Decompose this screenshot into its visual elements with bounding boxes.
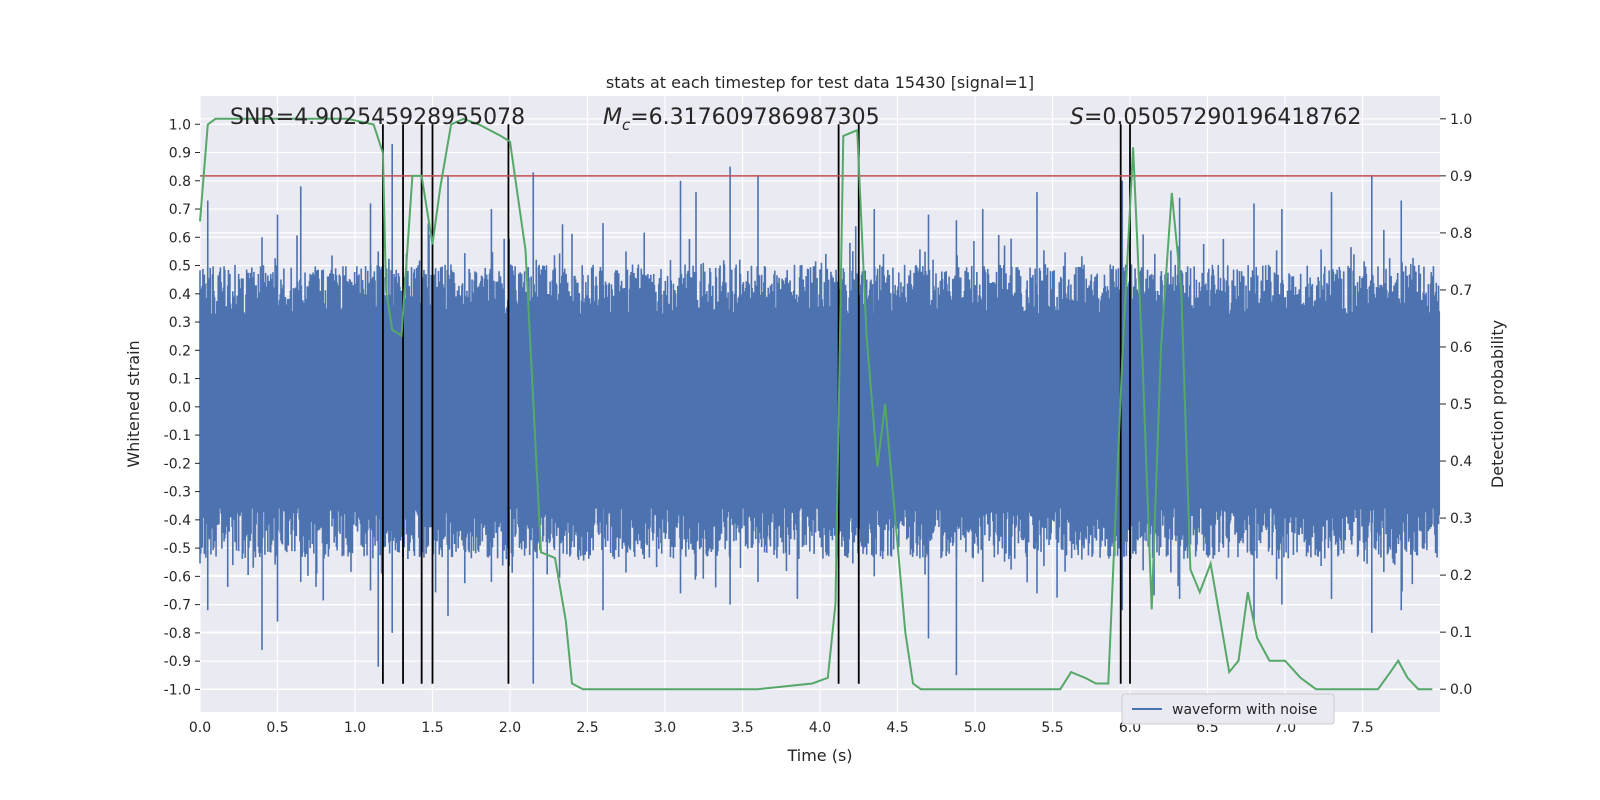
mc-value: =6.317609786987305 [630, 105, 879, 130]
y-right-tick-label: 0.2 [1450, 568, 1472, 584]
y-tick-label: -0.3 [164, 485, 191, 501]
waveform-core [200, 313, 1440, 509]
y-tick-label: -0.1 [164, 428, 191, 444]
y-tick-label: 0.6 [169, 230, 191, 246]
legend: waveform with noise [1121, 693, 1335, 725]
x-tick-label: 4.5 [886, 720, 908, 736]
mc-subscript: c [622, 116, 631, 134]
event-lines [381, 124, 1131, 684]
x-tick-label: 3.5 [731, 720, 753, 736]
y-right-tick-label: 0.7 [1450, 283, 1472, 299]
y-tick-label: 0.1 [169, 372, 191, 388]
y-right-tick-label: 0.0 [1450, 682, 1472, 698]
x-tick-label: 5.5 [1041, 720, 1063, 736]
legend-box [1121, 693, 1335, 725]
y-tick-label: -0.4 [164, 513, 191, 529]
s-annotation: S=0.05057290196418762 [1070, 105, 1361, 130]
mc-annotation: Mc=6.317609786987305 [603, 105, 880, 134]
waveform-series [199, 144, 1441, 684]
y-tick-label: 0.0 [169, 400, 191, 416]
legend-label: waveform with noise [1172, 702, 1317, 718]
chart-title: stats at each timestep for test data 154… [606, 73, 1034, 92]
y-tick-label: 0.7 [169, 202, 191, 218]
y-right-tick-labels: 1.0 0.9 0.8 0.7 0.6 0.5 0.4 0.3 0.2 0.1 0.0 [1440, 112, 1472, 698]
y-tick-label: -0.8 [164, 626, 191, 642]
y-axis-label: Whitened strain [124, 340, 143, 467]
snr-annotation: SNR=4.902545928955078 [230, 105, 525, 130]
s-value: =0.05057290196418762 [1084, 105, 1361, 130]
y-tick-label: -1.0 [164, 682, 191, 698]
y-right-axis-label: Detection probability [1488, 320, 1507, 488]
y-tick-label: 0.5 [169, 259, 191, 275]
x-tick-label: 0.0 [189, 720, 211, 736]
x-tick-label: 7.5 [1351, 720, 1373, 736]
y-right-tick-label: 0.4 [1450, 454, 1472, 470]
y-tick-label: 1.0 [169, 117, 191, 133]
x-tick-label: 1.5 [421, 720, 443, 736]
y-tick-label: 0.3 [169, 315, 191, 331]
y-tick-label: 0.8 [169, 174, 191, 190]
probability-series-line [199, 117, 1433, 691]
y-tick-label: 0.4 [169, 287, 191, 303]
x-tick-label: 1.0 [344, 720, 366, 736]
x-tick-label: 0.5 [266, 720, 288, 736]
y-tick-labels: 1.0 0.9 0.8 0.7 0.6 0.5 0.4 0.3 0.2 0.1 0.0 -0.1 -0.… [164, 117, 200, 698]
x-tick-label: 2.5 [576, 720, 598, 736]
y-right-tick-label: 1.0 [1450, 112, 1472, 128]
x-tick-label: 2.0 [499, 720, 521, 736]
y-tick-label: -0.7 [164, 598, 191, 614]
y-right-tick-label: 0.3 [1450, 511, 1472, 527]
y-tick-label: -0.5 [164, 541, 191, 557]
y-right-tick-label: 0.9 [1450, 169, 1472, 185]
x-tick-label: 4.0 [809, 720, 831, 736]
x-axis-label: Time (s) [786, 746, 852, 765]
y-right-tick-label: 0.1 [1450, 625, 1472, 641]
s-symbol: S [1070, 105, 1084, 130]
x-tick-labels: 0.0 0.5 1.0 1.5 2.0 2.5 3.0 3.5 4.0 4.5 5.0 5.5 6.0 6… [189, 720, 1374, 736]
y-tick-label: -0.2 [164, 456, 191, 472]
y-tick-label: -0.6 [164, 569, 191, 585]
x-tick-label: 3.0 [654, 720, 676, 736]
y-tick-label: 0.9 [169, 146, 191, 162]
mc-symbol: M [603, 105, 622, 130]
x-tick-label: 5.0 [964, 720, 986, 736]
y-right-tick-label: 0.8 [1450, 226, 1472, 242]
y-right-tick-label: 0.5 [1450, 397, 1472, 413]
y-tick-label: -0.9 [164, 654, 191, 670]
y-tick-label: 0.2 [169, 343, 191, 359]
y-right-tick-label: 0.6 [1450, 340, 1472, 356]
